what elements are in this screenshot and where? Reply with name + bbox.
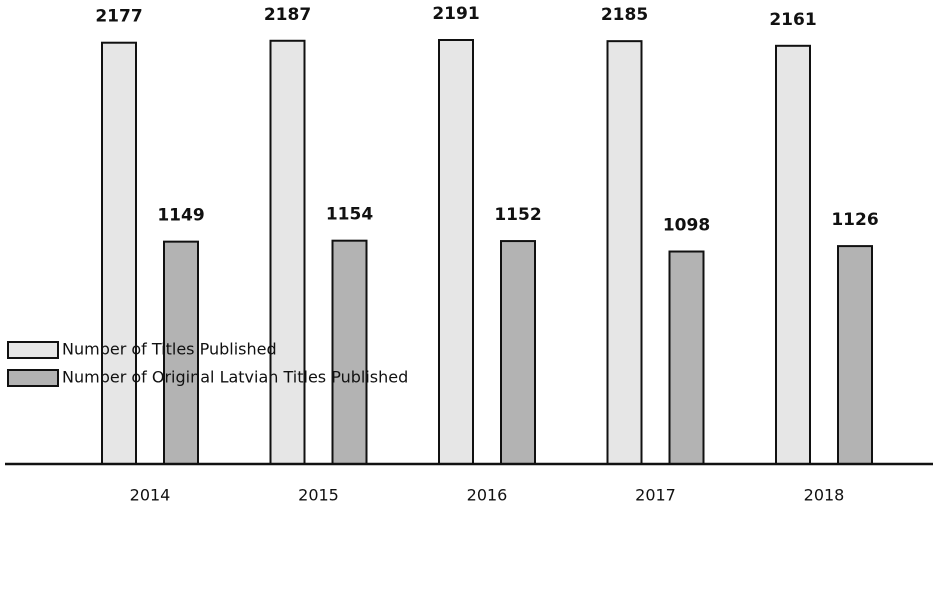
bar [837,245,873,465]
bar [331,239,368,465]
x-tick-label: 2018 [804,486,845,505]
value-label: 2185 [601,5,648,25]
value-label: 1126 [831,210,878,230]
value-label: 2187 [264,5,311,25]
bar [101,41,137,466]
legend-label: Number of Titles Published [62,340,277,359]
bar [500,240,536,465]
value-label: 1149 [157,206,204,226]
bar [775,44,811,465]
x-tick-label: 2017 [635,486,676,505]
value-label: 1152 [494,205,541,225]
x-tick-label: 2014 [130,486,171,505]
value-label: 2161 [769,10,816,30]
legend-swatch [7,369,59,387]
bar [438,39,474,465]
value-label: 1098 [663,216,710,236]
value-label: 2191 [432,4,479,24]
value-label: 2177 [95,7,142,27]
bar [606,40,643,466]
x-tick-label: 2016 [467,486,508,505]
legend-swatch [7,341,59,359]
bar [668,250,705,465]
x-tick-label: 2015 [298,486,339,505]
bar [163,240,199,465]
legend-label: Number of Original Latvian Titles Publis… [62,368,408,387]
bar [269,39,306,465]
value-label: 1154 [326,205,373,225]
